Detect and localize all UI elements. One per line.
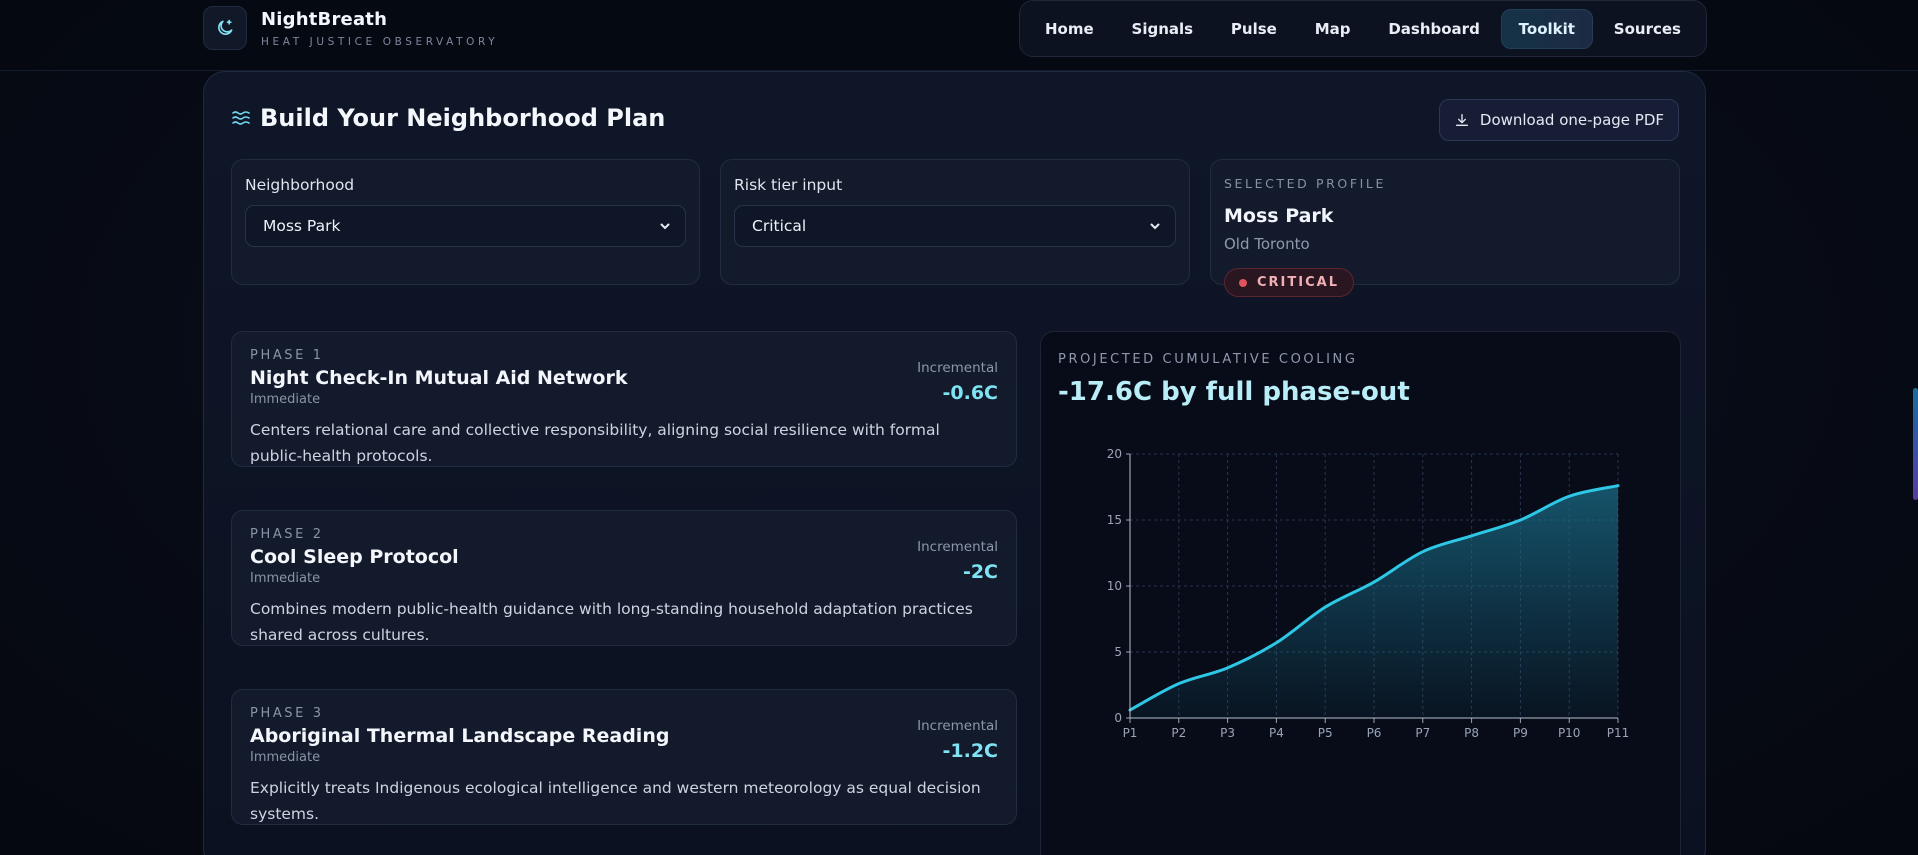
incremental-value: -1.2C [942,740,999,762]
plan-panel: Build Your Neighborhood Plan Download on… [203,71,1706,855]
chart-kicker: PROJECTED CUMULATIVE COOLING [1058,352,1358,367]
x-tick-label: P5 [1318,726,1333,740]
main-nav: Home Signals Pulse Map Dashboard Toolkit… [1019,0,1707,57]
waves-icon [232,111,250,125]
phase-incremental: Incremental -1.2C [917,718,998,762]
incremental-label: Incremental [917,539,998,555]
phase-incremental: Incremental -2C [917,539,998,583]
page-title: Build Your Neighborhood Plan [260,104,666,132]
neighborhood-value: Moss Park [263,217,341,235]
neighborhood-label: Neighborhood [245,176,355,194]
profile-kicker: SELECTED PROFILE [1224,176,1386,191]
nav-home[interactable]: Home [1045,19,1094,38]
x-tick-label: P4 [1269,726,1284,740]
profile-region: Old Toronto [1224,235,1310,253]
phase-kicker: PHASE 3 [250,706,324,721]
cooling-chart-card: PROJECTED CUMULATIVE COOLING -17.6C by f… [1040,331,1681,855]
x-tick-label: P9 [1513,726,1528,740]
phase-card-3[interactable]: PHASE 3 Aboriginal Thermal Landscape Rea… [231,689,1017,825]
phase-timing: Immediate [250,571,321,586]
phase-kicker: PHASE 2 [250,527,324,542]
neighborhood-card: Neighborhood Moss Park [231,159,700,285]
phase-title: Aboriginal Thermal Landscape Reading [250,725,670,747]
x-tick-label: P3 [1220,726,1235,740]
download-pdf-label: Download one-page PDF [1479,111,1664,129]
phase-kicker: PHASE 1 [250,348,324,363]
cooling-area [1130,485,1618,718]
phase-timing: Immediate [250,392,321,407]
nav-dashboard[interactable]: Dashboard [1388,19,1480,38]
incremental-value: -2C [962,561,998,583]
download-pdf-button[interactable]: Download one-page PDF [1438,99,1679,141]
download-icon [1455,114,1468,126]
x-tick-label: P10 [1558,726,1581,740]
phase-title: Night Check-In Mutual Aid Network [250,367,628,389]
status-dot [1239,278,1247,287]
brand-title: NightBreath [261,8,388,30]
risk-status-badge: CRITICAL [1224,268,1354,297]
chevron-down-icon [660,223,670,230]
risk-status-label: CRITICAL [1257,275,1339,290]
incremental-label: Incremental [917,718,998,734]
phase-description: Combines modern public-health guidance w… [250,600,973,644]
brand-subtitle: HEAT JUSTICE OBSERVATORY [261,35,499,48]
risk-tier-select[interactable]: Critical [734,205,1176,247]
nav-toolkit[interactable]: Toolkit [1500,8,1593,49]
phase-card-2[interactable]: PHASE 2 Cool Sleep Protocol Immediate Co… [231,510,1017,646]
nav-sources[interactable]: Sources [1613,19,1681,38]
y-tick-label: 10 [1107,579,1122,593]
cooling-chart: 0 5 10 15 20 P1 P2 P3 P4 P5 P6 P7 P8 P9 P10 P11 [1107,447,1630,740]
nav-map[interactable]: Map [1314,19,1351,38]
selected-profile-card: SELECTED PROFILE Moss Park Old Toronto C… [1210,159,1680,297]
risk-tier-value: Critical [752,217,807,235]
y-tick-label: 15 [1107,513,1122,527]
phase-incremental: Incremental -0.6C [917,360,998,404]
x-tick-label: P8 [1464,726,1479,740]
panel-header: Build Your Neighborhood Plan [232,104,665,132]
page-scrollbar[interactable] [1913,388,1918,500]
y-tick-label: 5 [1114,645,1122,659]
x-tick-label: P2 [1171,726,1186,740]
brand[interactable]: NightBreath HEAT JUSTICE OBSERVATORY [203,6,498,50]
incremental-label: Incremental [917,360,998,376]
y-tick-label: 0 [1114,711,1122,725]
risk-tier-label: Risk tier input [734,176,843,194]
moon-sparkle-icon [203,6,247,50]
profile-name: Moss Park [1224,205,1334,227]
incremental-value: -0.6C [942,382,999,404]
x-tick-label: P6 [1367,726,1382,740]
y-tick-label: 20 [1107,447,1122,461]
x-tick-label: P1 [1123,726,1138,740]
phase-card-1[interactable]: PHASE 1 Night Check-In Mutual Aid Networ… [231,331,1017,467]
x-tick-label: P7 [1415,726,1430,740]
risk-tier-card: Risk tier input Critical [720,159,1190,285]
cooling-line [1128,484,1620,712]
chevron-down-icon [1150,223,1160,230]
phase-description: Centers relational care and collective r… [250,421,940,465]
phase-description: Explicitly treats Indigenous ecological … [250,779,981,823]
chart-headline: -17.6C by full phase-out [1058,377,1410,407]
nav-pulse[interactable]: Pulse [1230,19,1277,38]
nav-signals[interactable]: Signals [1131,19,1194,38]
x-tick-label: P11 [1607,726,1630,740]
phase-timing: Immediate [250,750,321,765]
top-bar: NightBreath HEAT JUSTICE OBSERVATORY Hom… [0,0,1918,71]
neighborhood-select[interactable]: Moss Park [245,205,686,247]
phase-title: Cool Sleep Protocol [250,546,459,568]
